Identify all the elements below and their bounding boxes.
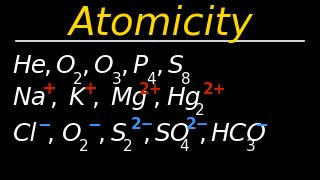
Text: O: O [94,54,114,78]
Text: K: K [69,86,85,110]
Text: 3: 3 [246,139,255,154]
Text: Hg: Hg [166,86,201,110]
Text: Cl: Cl [13,122,37,146]
Text: HCO: HCO [211,122,267,146]
Text: ,: , [97,122,105,146]
Text: 2−: 2− [186,117,210,132]
Text: 2: 2 [79,139,89,154]
Text: ,: , [155,54,163,78]
Text: Mg: Mg [110,86,148,110]
Text: ,: , [142,122,150,146]
Text: ,: , [91,86,99,110]
Text: O: O [62,122,82,146]
Text: S: S [110,122,126,146]
Text: P: P [133,54,148,78]
Text: Atomicity: Atomicity [68,5,252,43]
Text: 2+: 2+ [203,82,227,97]
Text: He: He [13,54,47,78]
Text: 2+: 2+ [139,82,163,97]
Text: ,: , [50,86,58,110]
Text: ,: , [46,122,54,146]
Text: +: + [41,80,56,98]
Text: 8: 8 [181,72,191,87]
Text: Na: Na [13,86,47,110]
Text: +: + [83,80,98,98]
Text: SO: SO [155,122,191,146]
Text: ,: , [82,54,90,78]
Text: O: O [56,54,76,78]
Text: −: − [37,115,51,133]
Text: 2−: 2− [131,117,154,132]
Text: 2: 2 [123,139,133,154]
Text: −: − [87,115,101,133]
Text: 2: 2 [73,72,83,87]
Text: 3: 3 [111,72,121,87]
Text: ,: , [43,54,51,78]
Text: ,: , [120,54,128,78]
Text: 2: 2 [195,103,204,118]
Text: 4: 4 [179,139,189,154]
Text: ,: , [198,122,206,146]
Text: −: − [254,115,268,133]
Text: ,: , [152,86,160,110]
Text: 4: 4 [147,72,156,87]
Text: S: S [168,54,184,78]
